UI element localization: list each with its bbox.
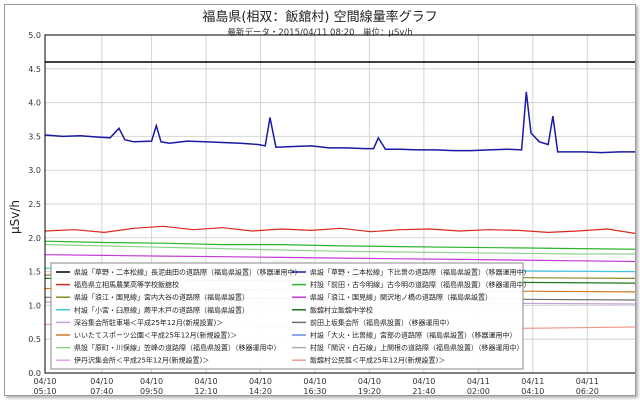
series-line-4	[44, 244, 635, 255]
y-tick-label: 2.0	[28, 234, 41, 243]
legend-label: 村設「大火・比曽線」宮部の道路際（福島県設置）（移器運用中）	[310, 331, 517, 340]
y-tick-label: 1.5	[28, 268, 41, 277]
y-tick-label: 1.0	[28, 301, 41, 310]
x-tick-time: 16:30	[303, 387, 326, 395]
legend-label: 村設「前田・古今明線」古今明の道路際（福島県設置）（移器運用中）	[310, 280, 531, 289]
x-tick-time: 02:00	[467, 387, 490, 395]
y-tick-label: 4.5	[28, 65, 41, 74]
legend-label: 村設「小宮・臼原線」蕨平木戸の道路際（福島県設置）	[74, 305, 249, 314]
y-tick-label: 2.5	[28, 200, 41, 209]
legend-label: 県設「浪江・国見線」関沢地ノ橋の道路際（福島県設置）	[310, 293, 492, 302]
x-tick-time: 19:20	[358, 387, 381, 395]
legend-label: 県設「浪江・国見線」宮内大谷の道路際（福島県設置）	[74, 293, 249, 302]
chart-subtitle: 最新データ・2015/04/11 08:20 単位：μSv/h	[227, 27, 412, 38]
legend-label: 県設「原町・川俣線」笠峰の道路際（福島県設置）（移器運用中）	[74, 343, 281, 352]
legend-label: 前田上坂集会所（福島県設置）（移器運用中）	[310, 318, 454, 327]
series-line-1	[44, 91, 635, 154]
legend-label: いいたてスポーツ公園＜平成25年12月(新規設置)＞	[74, 331, 237, 340]
x-tick-date: 04/10	[33, 377, 56, 386]
x-tick-date: 04/10	[140, 377, 163, 386]
x-tick-date: 04/11	[467, 377, 490, 386]
series-line-5	[44, 254, 635, 263]
y-tick-label: 0.0	[28, 369, 41, 378]
x-tick-date: 04/10	[358, 377, 381, 386]
x-tick-date: 04/10	[412, 377, 435, 386]
plot-area	[44, 34, 635, 374]
x-tick-time: 14:20	[249, 387, 272, 395]
legend-label: 飯舘村公民館＜平成25年12月(新規設置)＞	[310, 356, 445, 365]
y-tick-label: 0.5	[28, 335, 41, 344]
legend-box	[50, 262, 524, 370]
x-tick-time: 09:50	[140, 387, 163, 395]
y-axis-label: μSv/h	[8, 200, 22, 234]
x-tick-time: 04:10	[521, 387, 544, 395]
x-tick-date: 04/10	[303, 377, 326, 386]
x-tick-time: 05:10	[33, 387, 56, 395]
legend: 県設「草野・二本松線」長泥曲田の道路際（福島県設置）（移器運用中） 県設「草野・二…	[50, 262, 531, 370]
y-tick-label: 3.5	[28, 132, 41, 141]
x-tick-date: 04/11	[521, 377, 544, 386]
x-tick-time: 06:20	[576, 387, 599, 395]
x-tick-date: 04/10	[90, 377, 113, 386]
legend-label: 深谷集会所駐車場＜平成25年12月(新規設置)＞	[74, 318, 223, 327]
x-tick-date: 04/10	[194, 377, 217, 386]
chart-frame: 福島県(相双：飯舘村) 空間線量率グラフ 最新データ・2015/04/11 08…	[4, 4, 636, 396]
legend-label: 伊丹沢集会所＜平成25年12月(新規設置)＞	[74, 356, 209, 365]
line-chart: 福島県(相双：飯舘村) 空間線量率グラフ 最新データ・2015/04/11 08…	[8, 9, 635, 395]
axis-ticks: 0.00.51.01.52.02.53.03.54.04.55.004/1005…	[28, 31, 599, 395]
chart-title: 福島県(相双：飯舘村) 空間線量率グラフ	[202, 9, 437, 25]
legend-label: 県設「草野・二本松線」長泥曲田の道路際（福島県設置）（移器運用中）	[74, 268, 302, 277]
y-tick-label: 3.0	[28, 166, 41, 175]
legend-label: 県設「草野・二本松線」下比曽の道路際（福島県設置）（移器運用中）	[310, 268, 531, 277]
legend-label: 福島県立相馬農業高等学校飯舘校	[74, 280, 179, 289]
x-tick-time: 12:10	[194, 387, 217, 395]
legend-label: 飯舘村立飯舘中学校	[310, 305, 373, 314]
x-tick-date: 04/11	[576, 377, 599, 386]
y-tick-label: 5.0	[28, 31, 41, 40]
series-line-2	[44, 225, 635, 234]
y-tick-label: 4.0	[28, 99, 41, 108]
x-tick-time: 07:40	[90, 387, 113, 395]
x-tick-time: 21:40	[412, 387, 435, 395]
series-line-3	[44, 240, 635, 250]
x-tick-date: 04/10	[249, 377, 272, 386]
legend-label: 村設「関沢・白石線」上関根の道路際（福島県設置）（移器運用中）	[310, 343, 524, 352]
